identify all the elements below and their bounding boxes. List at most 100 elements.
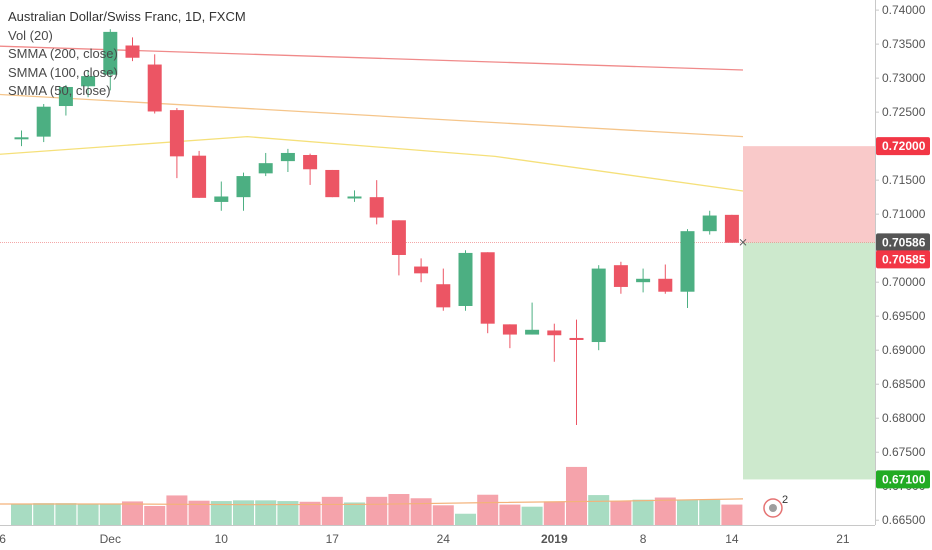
volume-bar: [521, 506, 543, 525]
x-tick-label: 10: [215, 532, 229, 546]
volume-bar: [610, 501, 632, 525]
volume-bar: [122, 501, 143, 525]
candle-body: [680, 231, 695, 292]
y-tick-label: 0.69500: [882, 309, 926, 323]
volume-bar: [477, 494, 499, 525]
candle-body: [103, 31, 118, 75]
volume-bar: [543, 501, 565, 525]
candle-body: [14, 137, 29, 140]
candle-body: [369, 197, 384, 218]
smma-100-line: [0, 93, 744, 138]
candle-body: [280, 152, 295, 162]
reward-zone: [743, 242, 875, 480]
volume-bar: [632, 499, 654, 525]
y-tick-label: 0.72500: [882, 105, 926, 119]
x-tick-label: 24: [437, 532, 451, 546]
candle-body: [613, 265, 628, 287]
candle-body: [347, 196, 362, 199]
candle-body: [480, 252, 495, 324]
last-price-tag-bg: [876, 250, 930, 269]
volume-bar: [388, 494, 410, 525]
ideas-badge-count: 2: [782, 494, 788, 506]
volume-bar: [677, 499, 698, 525]
risk-zone: [743, 146, 875, 243]
candle-body: [436, 284, 451, 308]
volume-bar: [455, 513, 476, 525]
candle-body: [702, 215, 717, 232]
volume-bar: [321, 496, 343, 525]
volume-bar: [432, 505, 454, 525]
candle-body: [58, 86, 73, 107]
target-price-tag-bg: [876, 470, 930, 489]
volume-bar: [255, 500, 277, 525]
price-axis-panel: [875, 0, 932, 550]
y-tick-label: 0.70000: [882, 275, 926, 289]
current-price-tag-bg: [876, 233, 930, 252]
legend-smma-200: SMMA (200, close): [8, 46, 118, 61]
y-tick-label: 0.74000: [882, 3, 926, 17]
candle-body: [36, 106, 51, 137]
volume-bar: [366, 496, 388, 525]
x-tick-label: Dec: [100, 532, 121, 546]
smma-200-line: [0, 45, 744, 71]
legend-smma-50: SMMA (50, close): [8, 83, 111, 98]
volume-bar: [721, 504, 743, 525]
candle-body: [169, 110, 184, 157]
volume-bar: [654, 497, 676, 525]
candle-body: [502, 324, 517, 335]
volume-bar: [99, 503, 121, 525]
stop-price-tag: 0.72000: [882, 139, 926, 153]
volume-bar: [299, 501, 321, 525]
candle-body: [525, 329, 540, 335]
volume-ma-line: [0, 498, 744, 506]
candle-body: [658, 278, 673, 292]
y-tick-label: 0.67500: [882, 445, 926, 459]
ideas-badge-dot: [768, 504, 777, 512]
x-tick-label: 14: [725, 532, 739, 546]
x-tick-label: 2019: [541, 532, 568, 546]
x-tick-label: 8: [640, 532, 647, 546]
candle-body: [236, 176, 251, 198]
candle-body: [325, 169, 340, 198]
y-tick-label: 0.73500: [882, 37, 926, 51]
candle-body: [147, 64, 162, 112]
legend-vol: Vol (20): [8, 27, 53, 43]
volume-bar: [166, 495, 188, 525]
candle-body: [414, 266, 429, 274]
volume-bar: [588, 495, 610, 525]
y-tick-label: 0.66500: [882, 513, 926, 527]
candle-body: [303, 154, 318, 170]
volume-bar: [277, 501, 299, 525]
candle-body: [391, 220, 406, 255]
volume-bar: [210, 501, 232, 525]
volume-bar: [566, 466, 587, 525]
candle-body: [258, 163, 273, 174]
volume-bar: [33, 503, 55, 525]
volume-bar: [410, 498, 432, 525]
volume-bar: [699, 499, 721, 525]
candle-body: [547, 330, 562, 336]
x-tick-label: 17: [326, 532, 340, 546]
chart-legend: Australian Dollar/Swiss Franc, 1D, FXCM …: [8, 8, 246, 101]
y-tick-label: 0.69000: [882, 343, 926, 357]
stop-price-tag-bg: [876, 137, 930, 156]
x-tick-label: 21: [836, 532, 850, 546]
candle-body: [724, 214, 739, 243]
y-tick-label: 0.68000: [882, 411, 926, 425]
volume-bar: [11, 503, 32, 525]
position-entry-marker: [739, 238, 747, 246]
y-tick-label: 0.73000: [882, 71, 926, 85]
candle-body: [214, 196, 229, 202]
last-price-tag: 0.70585: [882, 252, 926, 266]
candle-body: [192, 155, 207, 198]
volume-bar: [188, 500, 210, 525]
volume-bar: [77, 503, 99, 525]
legend-smma-100: SMMA (100, close): [8, 64, 118, 80]
candle-body: [125, 45, 140, 58]
y-tick-label: 0.71000: [882, 207, 926, 221]
volume-bar: [499, 504, 521, 525]
y-tick-label: 0.71500: [882, 173, 926, 187]
legend-title: Australian Dollar/Swiss Franc, 1D, FXCM: [8, 9, 246, 24]
candle-body: [591, 268, 606, 343]
